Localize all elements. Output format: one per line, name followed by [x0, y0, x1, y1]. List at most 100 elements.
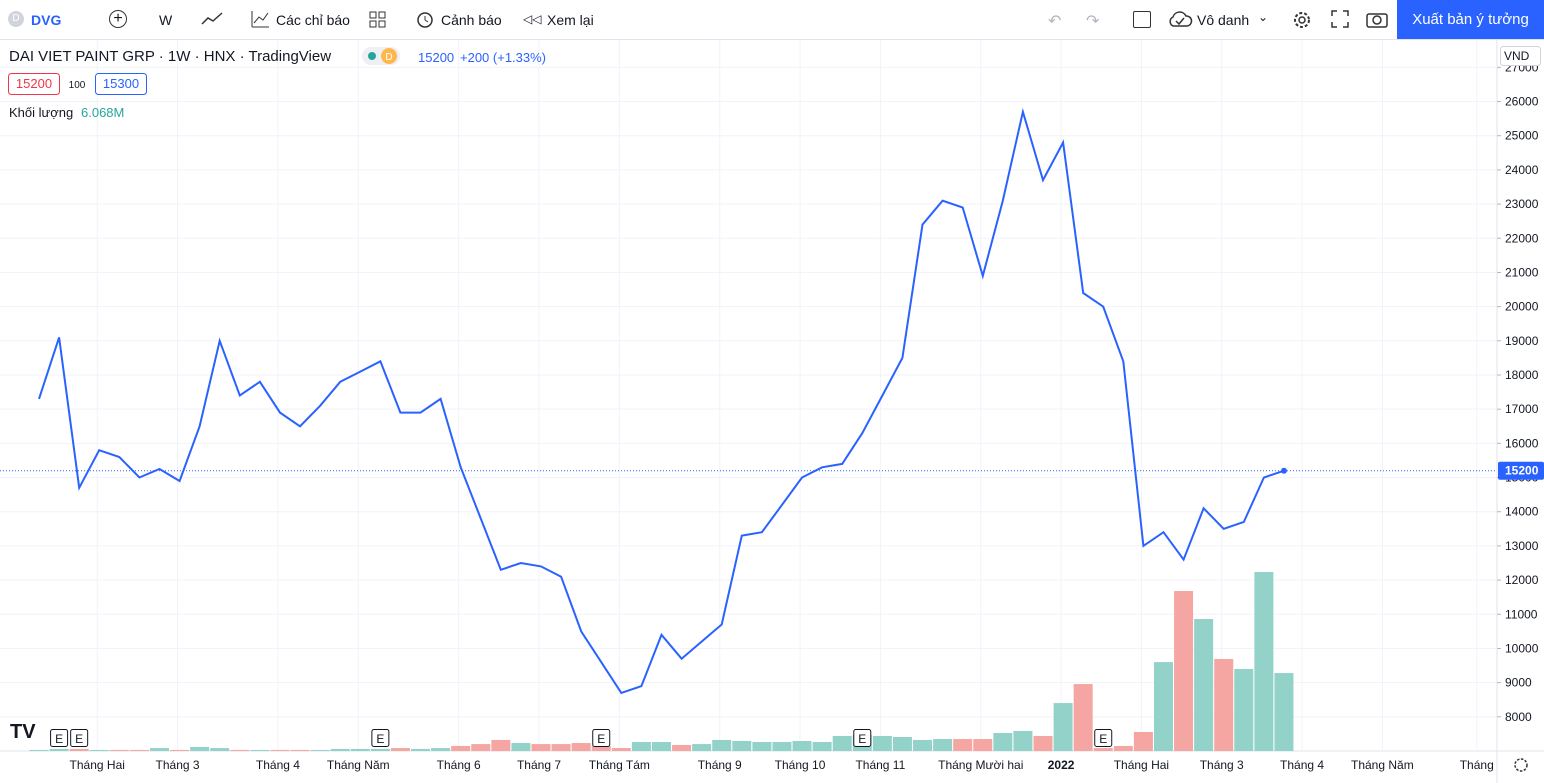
x-tick-label: Tháng Tám — [589, 758, 650, 772]
layout-button[interactable] — [1133, 11, 1151, 28]
volume-bar — [1033, 735, 1053, 751]
event-marker — [50, 729, 69, 747]
x-tick-label: Tháng 4 — [256, 758, 300, 772]
x-tick-label: Tháng 3 — [156, 758, 200, 772]
volume-bar — [1234, 669, 1254, 751]
volume-bar — [170, 749, 190, 751]
event-marker — [853, 729, 872, 747]
volume-bar — [89, 749, 109, 751]
indicators-button[interactable]: Các chỉ báo — [276, 12, 350, 28]
chart-type-icon[interactable] — [201, 10, 223, 28]
volume-bar — [511, 743, 531, 751]
volume-bar — [752, 742, 772, 751]
legend-change: +200 (+1.33%) — [460, 50, 546, 65]
volume-bar — [431, 748, 451, 751]
volume-legend-value: 6.068M — [81, 105, 124, 120]
y-tick-label: 23000 — [1505, 197, 1539, 211]
spread: 100 — [69, 80, 86, 91]
y-tick-label: 20000 — [1505, 300, 1539, 314]
publish-button[interactable]: Xuất bản ý tưởng — [1397, 0, 1544, 39]
volume-bar — [872, 735, 892, 751]
alert-icon — [417, 12, 433, 28]
y-tick-label: 8000 — [1505, 710, 1532, 724]
volume-bar — [411, 748, 431, 751]
volume-bar — [370, 748, 390, 751]
x-tick-label: Tháng 4 — [1280, 758, 1324, 772]
volume-bar — [571, 743, 591, 751]
volume-bar — [892, 736, 912, 751]
legend-last: 15200 — [418, 50, 454, 65]
currency-box[interactable] — [1500, 46, 1541, 66]
volume-bar — [611, 748, 631, 751]
x-tick-label: Tháng Hai — [1114, 758, 1169, 772]
volume-bar — [129, 749, 149, 751]
y-tick-label: 10000 — [1505, 641, 1539, 655]
currency[interactable]: VND — [1504, 49, 1530, 63]
symbol[interactable]: DVG — [31, 12, 62, 28]
y-tick-label: 17000 — [1505, 402, 1539, 416]
volume-bar — [471, 744, 491, 751]
volume-bar — [812, 742, 832, 751]
volume-bar — [1093, 748, 1113, 751]
volume-bar — [631, 742, 651, 751]
volume-bar — [451, 745, 471, 751]
event-label: E — [55, 732, 63, 746]
event-label: E — [1099, 732, 1107, 746]
replay-button[interactable]: Xem lại — [547, 12, 594, 28]
y-tick-label: 26000 — [1505, 95, 1539, 109]
volume-bar — [210, 748, 230, 751]
interval[interactable]: W — [159, 12, 173, 28]
volume-bar — [310, 749, 330, 751]
event-marker — [371, 729, 390, 747]
volume-bar — [1153, 662, 1173, 751]
volume-bar — [792, 740, 812, 751]
settings-button[interactable] — [1291, 9, 1313, 31]
x-tick-label: Tháng Năm — [327, 758, 390, 772]
volume-bar — [290, 749, 310, 751]
redo-button[interactable]: ↷ — [1086, 13, 1100, 30]
y-tick-label: 16000 — [1505, 436, 1539, 450]
alert-button[interactable]: Cảnh báo — [441, 12, 502, 28]
layout-name[interactable]: Vô danh — [1197, 12, 1250, 28]
event-label: E — [75, 732, 83, 746]
ask: 15300 — [103, 76, 139, 91]
x-tick-label: 2022 — [1048, 758, 1075, 772]
y-tick-label: 21000 — [1505, 265, 1539, 279]
compare-button[interactable]: + — [109, 10, 127, 28]
event-marker — [1094, 729, 1113, 747]
x-tick-label: Tháng 6 — [437, 758, 481, 772]
fullscreen-button[interactable] — [1331, 10, 1349, 28]
undo-button[interactable]: ↶ — [1048, 13, 1062, 30]
volume-bar — [913, 739, 933, 751]
templates-button[interactable] — [369, 11, 387, 29]
volume-bar — [1214, 658, 1234, 751]
volume-bar — [832, 735, 852, 751]
cloud-icon — [1169, 11, 1193, 27]
last-point — [1280, 467, 1287, 474]
volume-bar — [1254, 572, 1274, 751]
volume-bar — [230, 749, 250, 751]
y-tick-label: 11000 — [1505, 607, 1538, 621]
last-price-box — [1498, 461, 1544, 480]
volume-legend-name: Khối lượng — [9, 105, 73, 120]
volume-bar — [591, 745, 611, 751]
volume-bar — [732, 740, 752, 751]
layout-dropdown[interactable]: ⌄ — [1258, 10, 1269, 24]
volume-bar — [1053, 703, 1073, 751]
volume-bar — [390, 748, 410, 751]
x-tick-label: Tháng 11 — [855, 758, 905, 772]
event-marker — [592, 729, 611, 747]
volume-bar — [350, 748, 370, 751]
volume-bar — [330, 748, 350, 751]
tv-logo[interactable]: TV — [10, 721, 36, 743]
legend-title: DAI VIET PAINT GRP · 1W · HNX · TradingV… — [9, 48, 331, 65]
y-tick-label: 12000 — [1505, 573, 1539, 587]
volume-bar — [491, 739, 511, 751]
x-tick-label: Tháng 9 — [698, 758, 742, 772]
axis-settings[interactable] — [1514, 758, 1528, 772]
volume-bar — [993, 733, 1013, 751]
y-tick-label: 19000 — [1505, 334, 1539, 348]
event-label: E — [597, 732, 605, 746]
volume-bar — [1194, 619, 1214, 751]
snapshot-button[interactable] — [1366, 10, 1388, 28]
